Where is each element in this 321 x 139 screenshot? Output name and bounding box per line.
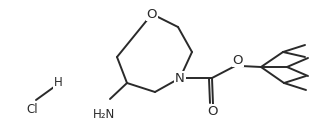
Text: O: O xyxy=(233,54,243,66)
Text: O: O xyxy=(208,105,218,117)
Text: Cl: Cl xyxy=(26,102,38,116)
Text: N: N xyxy=(175,71,185,85)
Text: O: O xyxy=(147,8,157,20)
Text: H: H xyxy=(54,75,62,89)
Text: H₂N: H₂N xyxy=(93,108,115,121)
